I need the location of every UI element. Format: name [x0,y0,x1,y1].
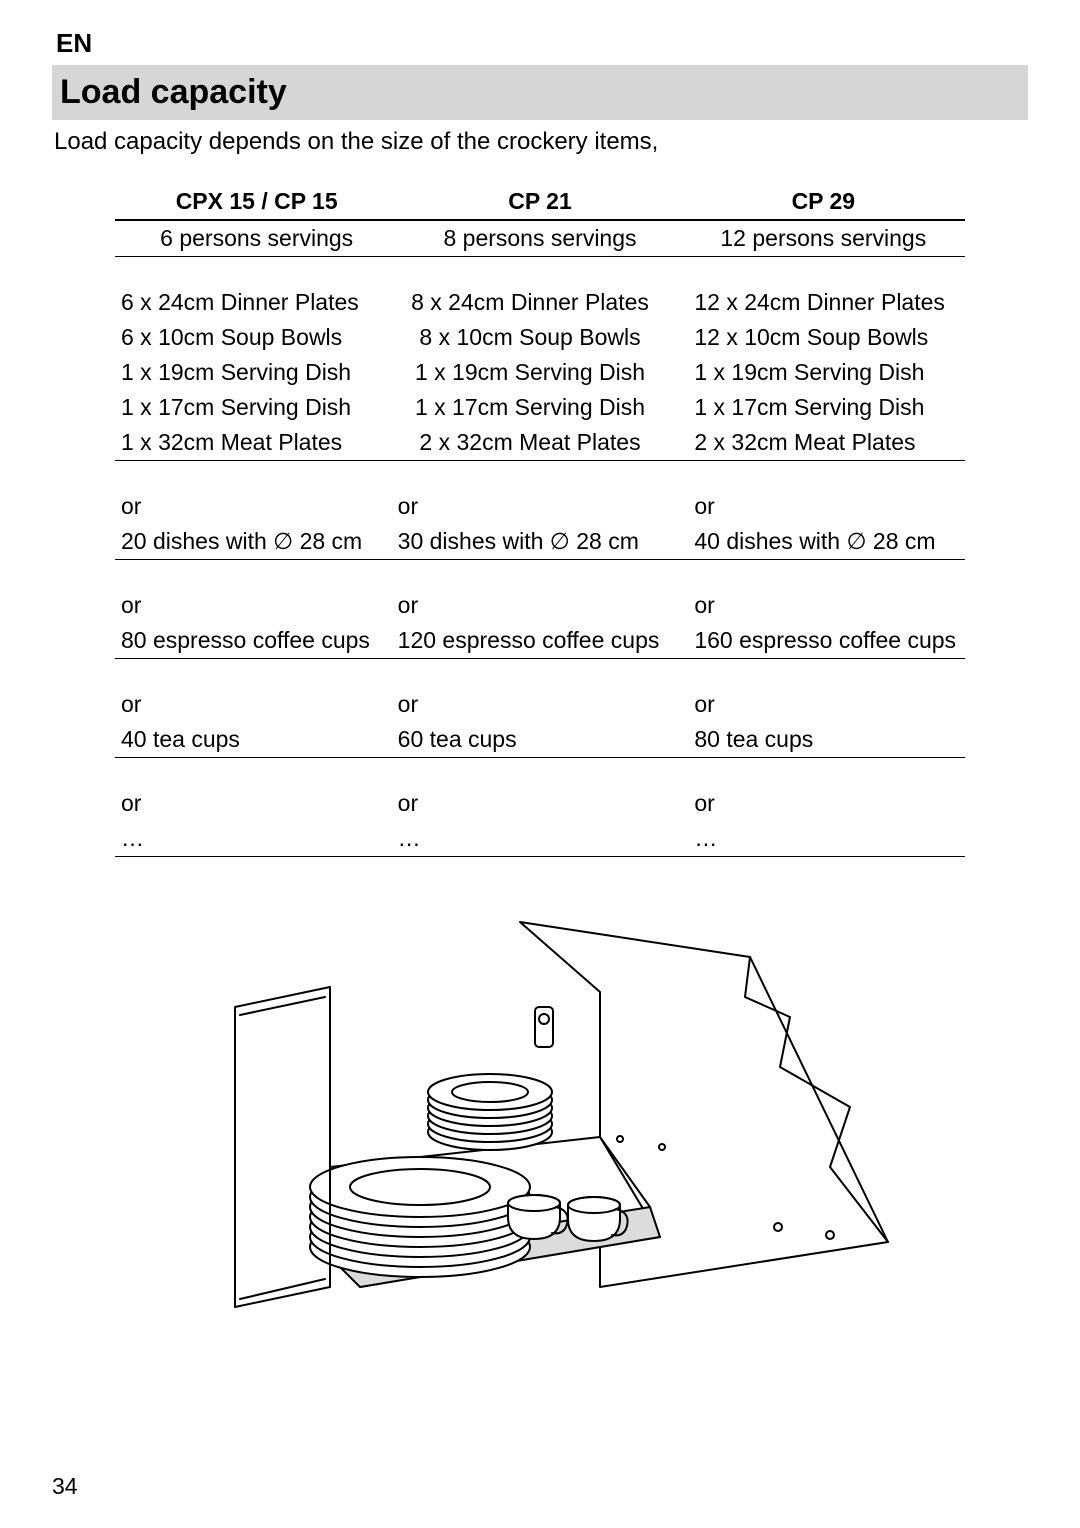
cell: 40 tea cups [115,722,392,757]
table-header-row: CPX 15 / CP 15 CP 21 CP 29 [115,184,965,221]
or-cell: or [115,588,392,623]
model-header-2: CP 21 [398,184,681,219]
cell: 1 x 19cm Serving Dish [392,355,669,390]
cell: 1 x 17cm Serving Dish [392,390,669,425]
table-row: 20 dishes with ∅ 28 cm 30 dishes with ∅ … [115,524,965,560]
cell: … [115,821,392,856]
or-cell: or [115,489,392,524]
cell: 160 espresso coffee cups [668,623,965,658]
cell: 2 x 32cm Meat Plates [392,425,669,460]
cell: 1 x 19cm Serving Dish [115,355,392,390]
cell: 8 x 10cm Soup Bowls [392,320,669,355]
or-cell: or [668,687,965,722]
servings-2: 8 persons servings [398,221,681,256]
cell: 1 x 17cm Serving Dish [115,390,392,425]
cell: 80 espresso coffee cups [115,623,392,658]
table-row: … … … [115,821,965,857]
cell: 1 x 19cm Serving Dish [668,355,965,390]
cell: 80 tea cups [668,722,965,757]
table-row: 80 espresso coffee cups 120 espresso cof… [115,623,965,659]
table-row: 40 tea cups 60 tea cups 80 tea cups [115,722,965,758]
servings-1: 6 persons servings [115,221,398,256]
intro-paragraph: Load capacity depends on the size of the… [54,128,1028,156]
section-heading: Load capacity [60,73,1020,112]
language-code: EN [56,28,1028,59]
servings-row: 6 persons servings 8 persons servings 12… [115,221,965,257]
section-heading-bar: Load capacity [52,65,1028,120]
page-number: 34 [52,1473,78,1500]
cell: 8 x 24cm Dinner Plates [392,285,669,320]
table-row: 1 x 17cm Serving Dish 1 x 17cm Serving D… [115,390,965,425]
servings-3: 12 persons servings [682,221,965,256]
table-row: 1 x 32cm Meat Plates 2 x 32cm Meat Plate… [115,425,965,461]
or-cell: or [115,786,392,821]
warming-drawer-illustration [190,907,890,1317]
cell: 30 dishes with ∅ 28 cm [392,524,669,559]
table-row: 6 x 10cm Soup Bowls 8 x 10cm Soup Bowls … [115,320,965,355]
cell: 2 x 32cm Meat Plates [668,425,965,460]
or-cell: or [392,489,669,524]
cell: 12 x 10cm Soup Bowls [668,320,965,355]
table-row: or or or [115,489,965,524]
cell: 1 x 17cm Serving Dish [668,390,965,425]
model-header-3: CP 29 [682,184,965,219]
cell: 1 x 32cm Meat Plates [115,425,392,460]
cell: 6 x 24cm Dinner Plates [115,285,392,320]
model-header-1: CPX 15 / CP 15 [115,184,398,219]
or-cell: or [115,687,392,722]
cell: … [392,821,669,856]
table-row: or or or [115,588,965,623]
cell: 20 dishes with ∅ 28 cm [115,524,392,559]
cell: 12 x 24cm Dinner Plates [668,285,965,320]
table-row: 1 x 19cm Serving Dish 1 x 19cm Serving D… [115,355,965,390]
table-row: 6 x 24cm Dinner Plates 8 x 24cm Dinner P… [115,285,965,320]
or-cell: or [392,687,669,722]
or-cell: or [668,489,965,524]
cell: … [668,821,965,856]
capacity-table: CPX 15 / CP 15 CP 21 CP 29 6 persons ser… [115,184,965,857]
document-page: EN Load capacity Load capacity depends o… [0,0,1080,1528]
cell: 40 dishes with ∅ 28 cm [668,524,965,559]
or-cell: or [668,786,965,821]
or-cell: or [668,588,965,623]
or-cell: or [392,588,669,623]
table-row: or or or [115,687,965,722]
table-row: or or or [115,786,965,821]
or-cell: or [392,786,669,821]
cell: 60 tea cups [392,722,669,757]
cell: 120 espresso coffee cups [392,623,669,658]
cell: 6 x 10cm Soup Bowls [115,320,392,355]
